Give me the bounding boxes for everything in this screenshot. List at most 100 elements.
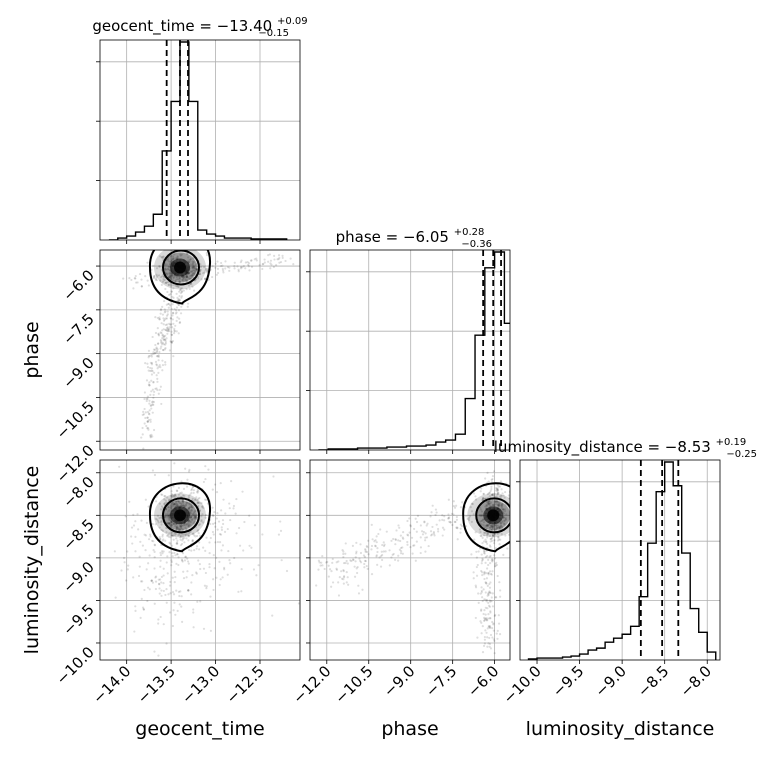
- sample-point: [198, 548, 201, 551]
- sample-point: [489, 562, 492, 565]
- sample-point: [175, 292, 178, 295]
- sample-point: [470, 520, 473, 523]
- sample-point: [189, 512, 193, 515]
- sample-point: [167, 535, 170, 538]
- sample-point: [173, 502, 176, 506]
- sample-point: [215, 273, 218, 276]
- sample-point: [488, 492, 491, 495]
- sample-point: [494, 524, 498, 527]
- sample-point: [480, 487, 483, 490]
- sample-point: [168, 541, 171, 544]
- hist-plot-area: [108, 40, 288, 240]
- sample-point: [419, 551, 422, 555]
- sample-point: [240, 590, 243, 593]
- sample-point: [171, 339, 175, 343]
- sample-point: [350, 559, 353, 563]
- sample-point: [193, 271, 196, 275]
- sample-point: [194, 263, 197, 266]
- sample-point: [154, 343, 157, 347]
- sample-point: [160, 345, 163, 348]
- sample-point: [175, 527, 178, 530]
- sample-point: [150, 579, 153, 582]
- sample-point: [363, 562, 366, 566]
- sample-point: [148, 384, 151, 387]
- sample-point: [167, 498, 171, 501]
- sample-point: [166, 516, 169, 519]
- sample-point: [167, 280, 170, 284]
- sample-point: [364, 549, 367, 552]
- sample-point: [273, 254, 276, 258]
- sample-point: [443, 519, 446, 522]
- sample-point: [500, 488, 503, 491]
- sample-point: [127, 564, 130, 567]
- x-tick-label: −9.0: [380, 662, 418, 700]
- sample-point: [153, 543, 156, 546]
- sample-point: [188, 503, 191, 506]
- sample-point: [490, 529, 493, 532]
- sample-point: [359, 543, 362, 546]
- sample-point: [152, 348, 156, 351]
- sample-point: [150, 373, 154, 376]
- sample-point: [414, 559, 417, 562]
- sample-point: [144, 549, 147, 552]
- sample-point: [468, 516, 471, 519]
- sample-point: [484, 616, 488, 620]
- sample-point: [205, 498, 208, 502]
- sample-point: [191, 540, 194, 543]
- sample-point: [158, 516, 161, 520]
- sample-point: [139, 616, 142, 619]
- sample-point: [168, 611, 172, 614]
- sample-point: [154, 316, 157, 319]
- y-tick-label: −8.5: [59, 515, 97, 553]
- sample-point: [180, 305, 183, 308]
- sample-point: [484, 598, 487, 601]
- sample-point: [144, 534, 148, 537]
- sample-point: [234, 512, 237, 515]
- sample-point: [168, 522, 171, 525]
- sample-point: [297, 602, 300, 605]
- sample-point: [158, 318, 161, 321]
- sample-point: [164, 287, 167, 291]
- sample-point: [163, 308, 166, 311]
- sample-point: [224, 260, 227, 263]
- sample-point: [186, 305, 189, 308]
- sample-point: [183, 275, 186, 278]
- sample-point: [190, 274, 193, 277]
- sample-point: [148, 554, 151, 557]
- sample-point: [486, 471, 489, 474]
- hist-frame: [309, 249, 511, 451]
- sample-point: [161, 333, 164, 336]
- sample-point: [193, 520, 196, 523]
- sample-point: [206, 268, 209, 272]
- sample-point: [185, 275, 188, 278]
- sample-point: [255, 257, 258, 260]
- sample-point: [481, 599, 484, 603]
- sample-point: [331, 557, 334, 561]
- sample-point: [187, 524, 190, 527]
- sample-point: [491, 504, 494, 507]
- sample-point: [149, 420, 152, 423]
- sample-point: [181, 559, 184, 562]
- sample-point: [113, 550, 116, 553]
- sample-point: [173, 329, 176, 332]
- sample-point: [187, 259, 190, 262]
- sample-point: [489, 537, 492, 541]
- sample-point: [178, 321, 181, 325]
- sample-point: [486, 525, 489, 528]
- sample-point: [484, 606, 487, 609]
- sample-point: [188, 534, 191, 537]
- sample-point: [157, 359, 160, 362]
- sample-point: [474, 495, 477, 498]
- sample-point: [187, 524, 190, 528]
- sample-point: [402, 531, 405, 534]
- sample-point: [222, 271, 225, 274]
- sample-point: [191, 539, 194, 542]
- sample-point: [490, 487, 493, 491]
- sample-point: [315, 584, 318, 587]
- sample-point: [453, 506, 457, 509]
- sample-point: [498, 502, 501, 505]
- sample-point: [205, 536, 208, 539]
- sample-point: [162, 335, 165, 339]
- sample-point: [488, 495, 492, 498]
